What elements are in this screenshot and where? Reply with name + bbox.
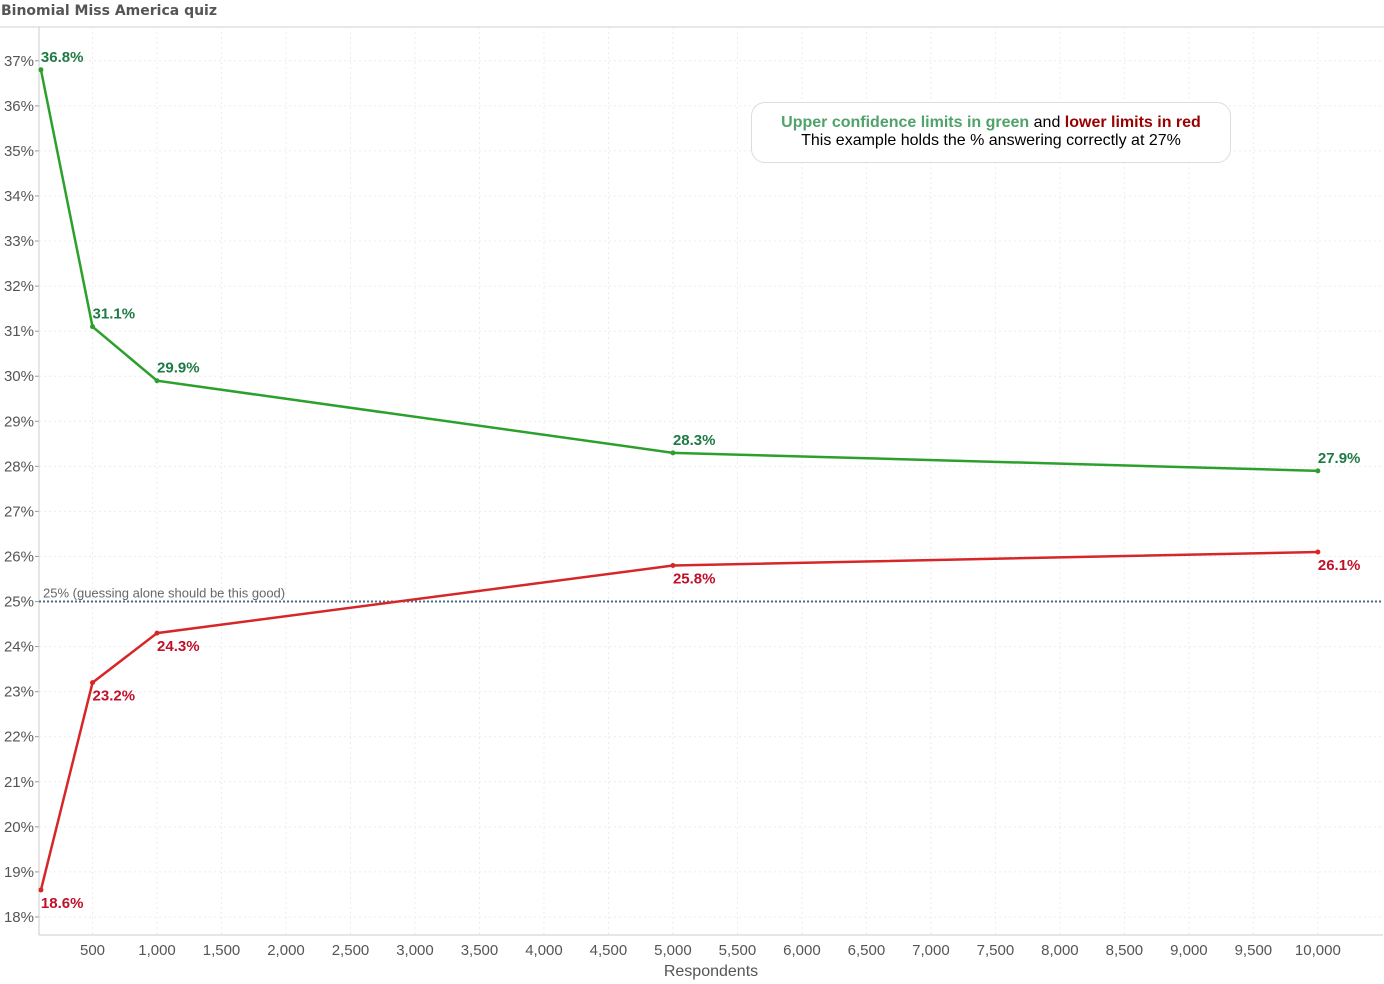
y-tick-label: 29% [4, 413, 34, 430]
annotation-box: Upper confidence limits in green and low… [751, 102, 1231, 163]
x-tick-label: 5,500 [719, 942, 757, 959]
y-tick-label: 27% [4, 503, 34, 520]
x-tick-label: 1,500 [203, 942, 241, 959]
y-tick-label: 34% [4, 188, 34, 205]
data-label: 27.9% [1318, 450, 1361, 467]
y-tick-label: 19% [4, 864, 34, 881]
data-point [90, 324, 96, 330]
y-tick-label: 24% [4, 639, 34, 656]
data-label: 24.3% [157, 638, 200, 655]
y-tick-label: 23% [4, 684, 34, 701]
x-tick-label: 6,000 [783, 942, 821, 959]
y-tick-label: 31% [4, 323, 34, 340]
y-tick-label: 21% [4, 774, 34, 791]
data-point [1315, 468, 1321, 474]
y-tick-label: 28% [4, 458, 34, 475]
data-point [1315, 549, 1321, 555]
data-label: 23.2% [93, 688, 136, 705]
y-tick-label: 30% [4, 368, 34, 385]
x-tick-label: 4,500 [590, 942, 628, 959]
x-tick-label: 500 [80, 942, 105, 959]
y-tick-label: 20% [4, 819, 34, 836]
note-and-text: and [1029, 114, 1065, 131]
x-tick-label: 4,000 [525, 942, 563, 959]
data-label: 25.8% [673, 570, 716, 587]
data-label: 26.1% [1318, 557, 1361, 574]
x-tick-label: 3,500 [461, 942, 499, 959]
data-label: 36.8% [41, 49, 84, 66]
data-point [38, 67, 44, 73]
note-green-text: Upper confidence limits in green [781, 114, 1030, 131]
x-axis-title: Respondents [664, 963, 758, 980]
data-point [154, 378, 160, 384]
x-tick-label: 7,500 [977, 942, 1015, 959]
x-tick-label: 8,000 [1041, 942, 1079, 959]
x-tick-label: 5,000 [654, 942, 692, 959]
x-tick-label: 8,500 [1106, 942, 1144, 959]
data-point [670, 562, 676, 568]
data-label: 18.6% [41, 895, 84, 912]
x-tick-label: 1,000 [138, 942, 176, 959]
y-tick-label: 22% [4, 729, 34, 746]
x-tick-label: 7,000 [912, 942, 950, 959]
y-tick-label: 35% [4, 143, 34, 160]
data-point [90, 680, 96, 686]
y-tick-label: 36% [4, 98, 34, 115]
x-tick-label: 3,000 [396, 942, 434, 959]
data-label: 29.9% [157, 360, 200, 377]
y-tick-label: 25% [4, 594, 34, 611]
data-point [38, 887, 44, 893]
y-tick-label: 32% [4, 278, 34, 295]
data-label: 28.3% [673, 432, 716, 449]
note-red-text: lower limits in red [1064, 114, 1201, 131]
x-tick-label: 2,000 [267, 942, 305, 959]
x-tick-label: 10,000 [1295, 942, 1341, 959]
y-tick-label: 37% [4, 53, 34, 70]
y-tick-label: 18% [4, 909, 34, 926]
x-tick-label: 9,000 [1170, 942, 1208, 959]
x-tick-label: 2,500 [332, 942, 370, 959]
y-tick-label: 33% [4, 233, 34, 250]
reference-line-label: 25% (guessing alone should be this good) [43, 586, 285, 601]
data-point [670, 450, 676, 456]
x-tick-label: 6,500 [848, 942, 886, 959]
data-label: 31.1% [93, 306, 136, 323]
y-tick-label: 26% [4, 548, 34, 565]
data-point [154, 630, 160, 636]
chart-title: Binomial Miss America quiz [1, 3, 218, 19]
lower-limit-line [39, 550, 1318, 891]
note-line2: This example holds the % answering corre… [801, 132, 1181, 149]
x-tick-label: 9,500 [1235, 942, 1273, 959]
